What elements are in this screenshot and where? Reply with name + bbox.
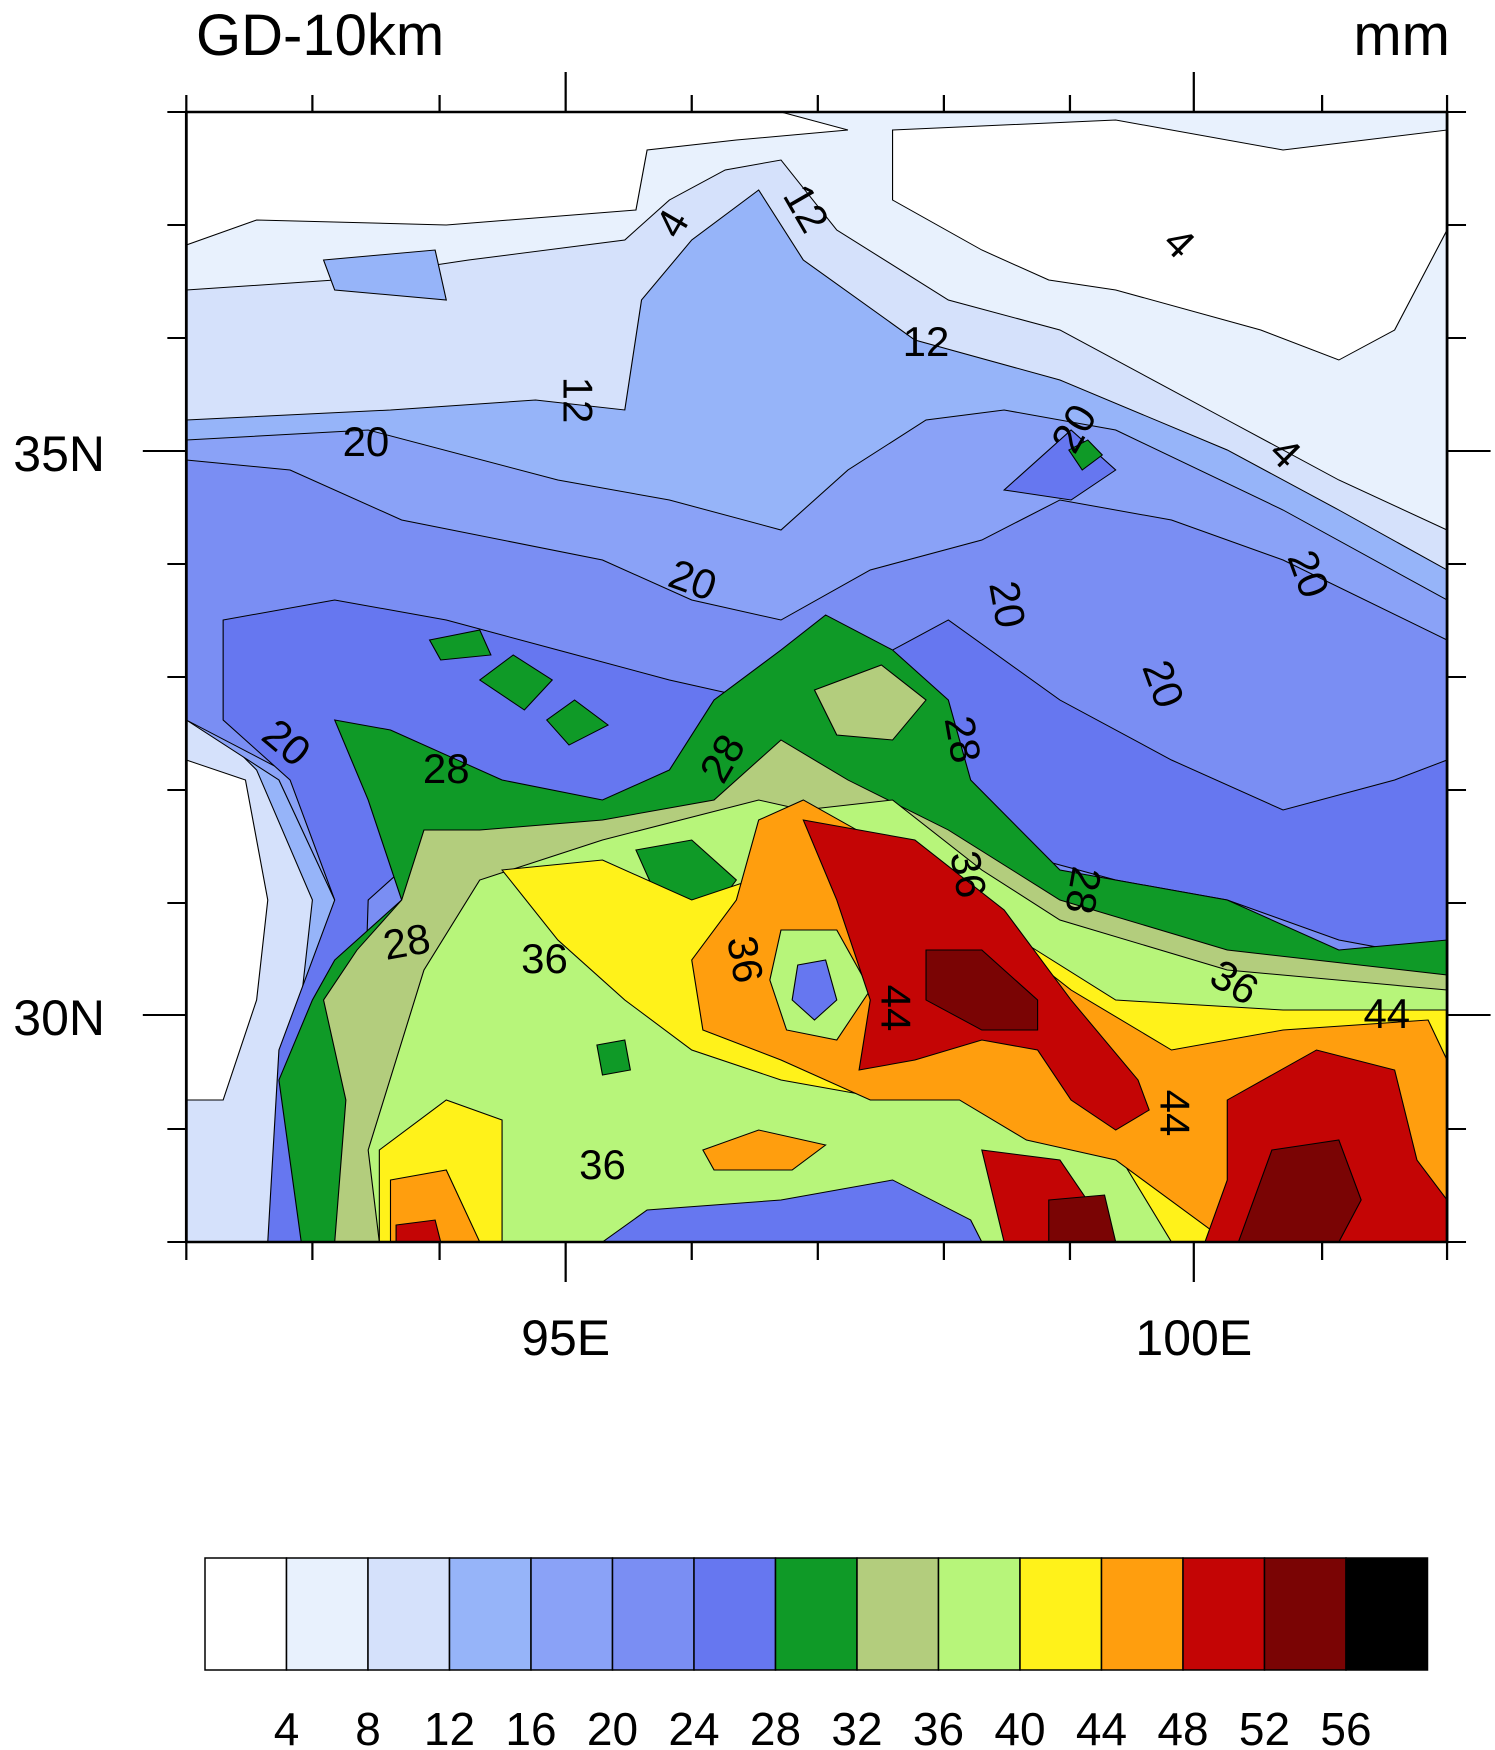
contour-region (395, 1219, 442, 1242)
lat-label: 35N (13, 426, 105, 482)
contour-region (478, 654, 554, 711)
colorbar-label: 44 (1076, 1703, 1127, 1750)
contour-region (186, 759, 269, 1101)
contour-label: 20 (343, 418, 390, 465)
units-label: mm (1353, 3, 1450, 68)
colorbar-box (204, 1557, 288, 1671)
colorbar-label: 52 (1239, 1703, 1290, 1750)
contour-region (702, 1129, 827, 1171)
contour-region (1237, 1139, 1362, 1242)
colorbar-label: 36 (913, 1703, 964, 1750)
colorbar-label: 20 (587, 1703, 638, 1750)
colorbar-box (774, 1557, 858, 1671)
contour-region (545, 699, 610, 746)
contour-region (925, 949, 1039, 1031)
colorbar-box (367, 1557, 451, 1671)
lat-label: 30N (13, 990, 105, 1046)
contour-label: 36 (521, 935, 568, 982)
lon-label: 95E (521, 1310, 610, 1366)
colorbar-label: 40 (994, 1703, 1045, 1750)
contour-region (428, 629, 492, 661)
contour-region (791, 959, 838, 1021)
contour-region (186, 112, 849, 246)
contour-label: 28 (1056, 864, 1110, 918)
colorbar-label: 8 (355, 1703, 381, 1750)
colorbar-box (448, 1557, 532, 1671)
map-title: GD-10km (196, 3, 444, 68)
colorbar-label: 56 (1320, 1703, 1371, 1750)
contour-region (1068, 439, 1104, 471)
colorbar-label: 32 (831, 1703, 882, 1750)
colorbar-label: 24 (668, 1703, 719, 1750)
contour-label: 28 (423, 745, 470, 792)
contour-region (322, 249, 447, 301)
contour-label: 28 (936, 712, 990, 766)
colorbar-label: 16 (505, 1703, 556, 1750)
colorbar-box (693, 1557, 777, 1671)
colorbar-box (1182, 1557, 1266, 1671)
colorbar-box (937, 1557, 1021, 1671)
contour-label: 44 (872, 985, 919, 1032)
colorbar-label: 28 (750, 1703, 801, 1750)
colorbar-box (856, 1557, 940, 1671)
contour-label: 44 (1151, 1090, 1198, 1137)
colorbar-label: 4 (274, 1703, 300, 1750)
contour-region (596, 1039, 632, 1076)
colorbar-box (530, 1557, 614, 1671)
colorbar-box (1100, 1557, 1184, 1671)
colorbar-label: 12 (424, 1703, 475, 1750)
contour-label: 28 (380, 914, 434, 968)
contour-region (892, 119, 1448, 361)
contour-label: 20 (980, 577, 1034, 631)
map-fill (186, 112, 1448, 1242)
lon-label: 100E (1135, 1310, 1252, 1366)
contour-label: 12 (554, 377, 601, 424)
contour-label: 12 (903, 318, 950, 365)
contour-label: 36 (941, 847, 995, 901)
colorbar-box (285, 1557, 369, 1671)
map-frame (142, 72, 1491, 1282)
contour-region (813, 664, 927, 741)
contour-label: 36 (718, 932, 772, 986)
colorbar-label: 48 (1157, 1703, 1208, 1750)
colorbar-box (611, 1557, 695, 1671)
colorbar-box (1345, 1557, 1429, 1671)
colorbar-box (1263, 1557, 1347, 1671)
contour-region (1048, 1194, 1117, 1242)
contour-label: 44 (1363, 990, 1410, 1037)
contour-region (601, 1179, 983, 1242)
colorbar-box (1019, 1557, 1103, 1671)
contour-label: 36 (579, 1141, 626, 1188)
